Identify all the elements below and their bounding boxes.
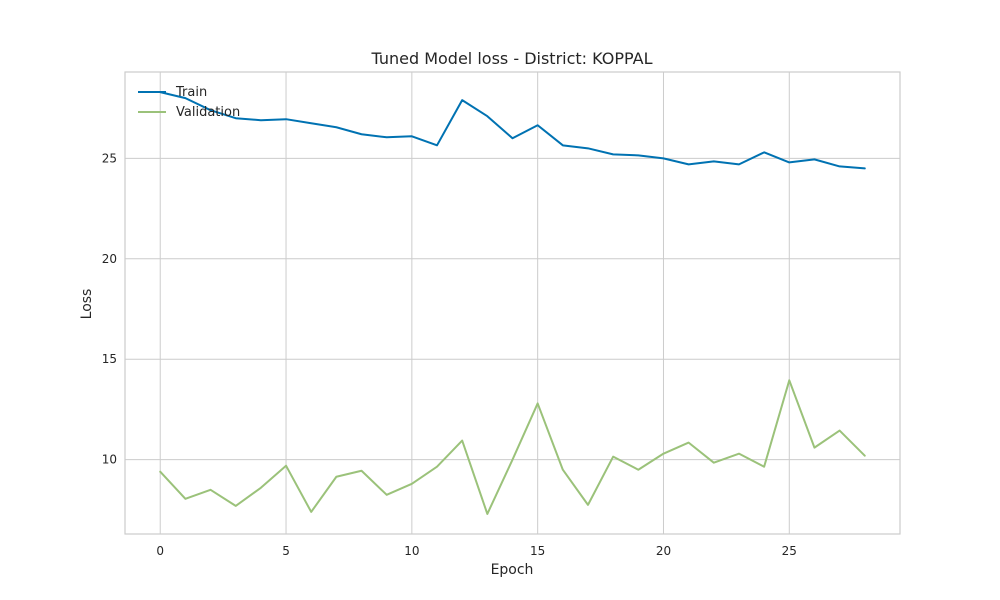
x-tick-label: 0 bbox=[156, 544, 164, 558]
series-line-train bbox=[159, 91, 866, 170]
y-tick-label: 15 bbox=[102, 352, 117, 366]
legend: Train Validation bbox=[138, 85, 240, 120]
x-tick-label: 20 bbox=[656, 544, 671, 558]
legend-label-train: Train bbox=[175, 85, 207, 100]
y-axis-title: Loss bbox=[79, 289, 95, 320]
grid-layer bbox=[125, 72, 900, 534]
chart-title: Tuned Model loss - District: KOPPAL bbox=[371, 49, 653, 68]
y-tick-label: 10 bbox=[102, 453, 117, 467]
series-line-validation bbox=[159, 379, 866, 515]
series-layer bbox=[159, 91, 866, 515]
x-tick-label: 15 bbox=[530, 544, 545, 558]
x-tick-label: 5 bbox=[282, 544, 290, 558]
y-tick-label: 20 bbox=[102, 252, 117, 266]
plot-area bbox=[125, 72, 900, 534]
x-axis-title: Epoch bbox=[491, 562, 534, 578]
y-tick-label: 25 bbox=[102, 151, 117, 165]
plot-border bbox=[124, 71, 901, 535]
legend-label-validation: Validation bbox=[176, 105, 240, 120]
x-tick-label: 10 bbox=[404, 544, 419, 558]
x-tick-label: 25 bbox=[782, 544, 797, 558]
axes-layer: 0 5 10 15 20 25 10 15 20 25 bbox=[102, 71, 901, 558]
